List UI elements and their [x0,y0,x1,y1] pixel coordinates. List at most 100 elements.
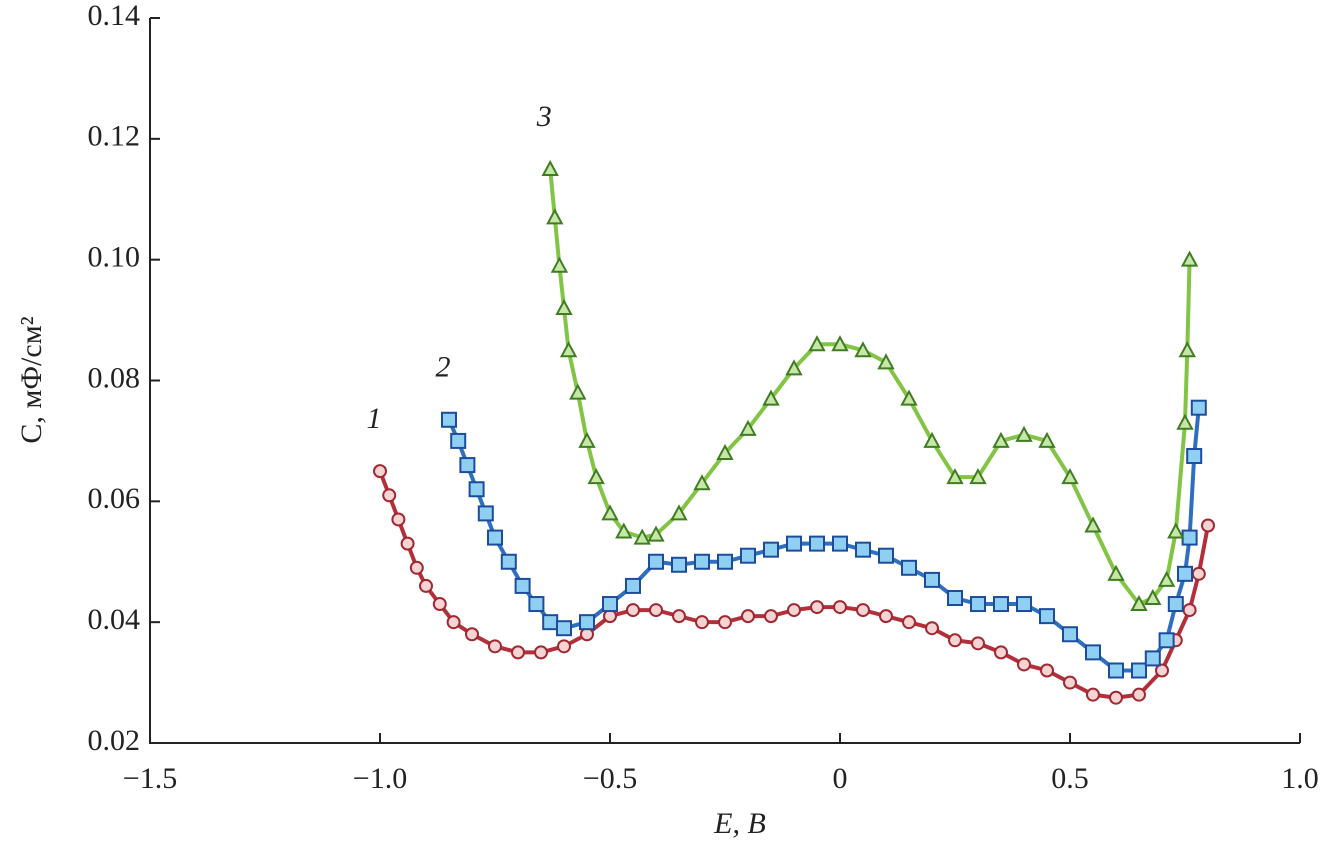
x-tick-label: 1.0 [1281,762,1319,795]
marker [1158,632,1175,649]
marker [1144,650,1161,667]
marker [391,512,406,527]
y-tick-label: 0.06 [88,482,141,515]
marker [1131,662,1147,679]
marker [1017,657,1031,672]
marker [477,505,494,522]
marker [556,620,572,637]
marker [1177,565,1193,582]
marker [1109,690,1123,705]
marker [409,560,424,575]
marker [694,553,710,570]
marker [855,541,871,558]
marker [1061,468,1079,485]
marker [542,614,559,631]
marker [740,547,756,564]
marker [810,600,824,615]
marker [925,621,939,636]
marker [468,481,485,498]
marker [878,547,894,564]
marker [1182,603,1197,618]
marker [1084,516,1102,533]
marker [879,609,893,624]
series-label: 1 [367,402,382,435]
marker [1178,341,1196,358]
marker [487,529,503,546]
marker [419,578,433,593]
marker [741,609,755,624]
marker [1176,413,1194,430]
marker [1015,425,1033,442]
marker [969,468,987,485]
marker [541,159,559,177]
marker [832,535,848,552]
marker [555,298,573,315]
marker [947,590,963,606]
x-tick-label: 0 [833,762,848,795]
marker [718,615,732,630]
marker [1132,687,1146,702]
marker [901,559,917,576]
marker [465,627,479,642]
marker [450,432,467,449]
marker [1191,566,1206,581]
marker [579,614,595,631]
marker [1107,564,1125,581]
marker [1144,588,1162,605]
marker [649,603,663,618]
marker [441,411,457,428]
marker [786,535,802,552]
marker [648,553,664,570]
marker [1016,596,1032,613]
marker [1157,570,1176,587]
marker [1130,594,1148,612]
marker [971,636,985,651]
marker [923,431,941,448]
marker [459,457,476,474]
marker [373,464,387,479]
marker [739,419,757,436]
marker [717,553,733,570]
marker [716,443,734,460]
marker [446,615,461,630]
marker [902,615,916,630]
marker [546,208,564,225]
y-tick-label: 0.08 [88,361,141,394]
marker [877,353,895,370]
marker [514,577,531,594]
marker [633,528,651,545]
marker [1062,626,1078,643]
y-tick-label: 0.02 [88,724,141,757]
marker [785,359,803,376]
y-tick-label: 0.14 [88,0,141,32]
marker [970,596,986,613]
marker [647,525,665,542]
marker [1167,596,1184,613]
x-tick-label: −0.5 [583,762,637,795]
marker [1063,675,1077,690]
marker [831,335,849,352]
marker [400,536,415,551]
marker [534,645,548,660]
y-tick-label: 0.04 [88,603,141,636]
marker [528,596,545,613]
marker [1181,529,1198,546]
marker [1086,687,1100,702]
x-axis-label: E, В [713,807,766,840]
marker [1186,448,1203,465]
marker [382,488,397,503]
marker [948,633,962,648]
y-tick-label: 0.12 [88,120,141,153]
marker [1040,663,1054,678]
marker [762,389,780,406]
marker [808,335,826,352]
marker [557,639,571,654]
marker [856,603,870,618]
marker [809,535,825,552]
series-label: 3 [536,100,552,133]
marker [764,609,778,624]
marker [833,600,847,615]
series-label: 2 [436,351,451,384]
y-axis-label: C, мФ/см² [15,316,48,443]
